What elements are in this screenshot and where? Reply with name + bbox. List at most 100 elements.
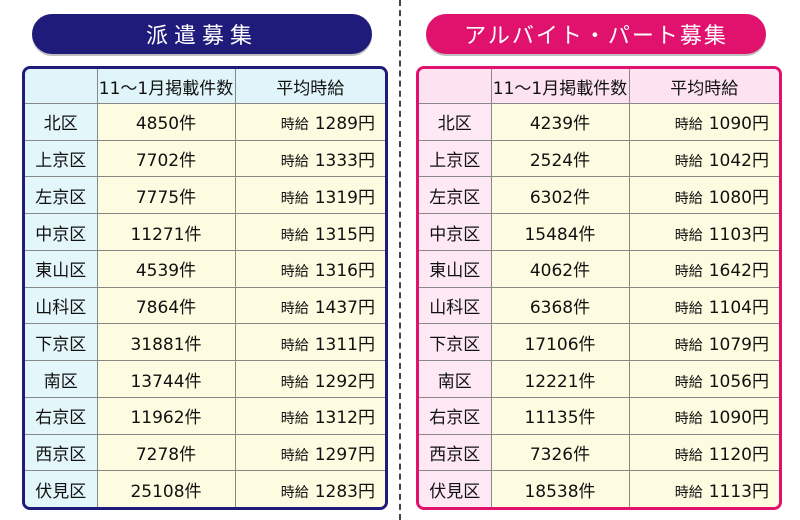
ward-name: 右京区 bbox=[419, 396, 492, 435]
table-row: 北区 4850件 時給 1289円 bbox=[25, 103, 385, 141]
average-wage: 1090円 bbox=[708, 408, 769, 429]
average-wage: 1056円 bbox=[708, 371, 769, 392]
listing-count: 7775件 bbox=[96, 176, 236, 215]
average-wage-cell: 時給 1080円 bbox=[628, 176, 779, 215]
listing-count: 25108件 bbox=[96, 470, 236, 507]
average-wage: 1090円 bbox=[708, 114, 769, 135]
listing-count: 4850件 bbox=[96, 103, 236, 141]
listing-count: 11135件 bbox=[490, 396, 630, 435]
average-wage: 1113円 bbox=[708, 481, 769, 502]
average-wage-cell: 時給 1042円 bbox=[628, 139, 779, 178]
average-wage-cell: 時給 1315円 bbox=[234, 213, 385, 251]
ward-name: 東山区 bbox=[25, 249, 98, 288]
part-title: アルバイト・パート募集 bbox=[426, 14, 766, 54]
average-wage: 1311円 bbox=[314, 334, 375, 355]
average-wage: 1315円 bbox=[314, 224, 375, 245]
wage-prefix: 時給 bbox=[674, 264, 703, 281]
table-row: 伏見区 18538件 時給 1113円 bbox=[419, 470, 779, 507]
listing-count: 6368件 bbox=[490, 286, 630, 325]
average-wage-cell: 時給 1056円 bbox=[628, 360, 779, 398]
wage-prefix: 時給 bbox=[280, 337, 309, 354]
table-row: 左京区 7775件 時給 1319円 bbox=[25, 176, 385, 215]
ward-name: 下京区 bbox=[25, 323, 98, 362]
average-wage: 1319円 bbox=[314, 187, 375, 208]
average-wage-cell: 時給 1079円 bbox=[628, 323, 779, 362]
average-wage-cell: 時給 1297円 bbox=[234, 433, 385, 472]
table-row: 東山区 4062件 時給 1642円 bbox=[419, 249, 779, 288]
listing-count: 12221件 bbox=[490, 360, 630, 398]
table-row: 下京区 31881件 時給 1311円 bbox=[25, 323, 385, 362]
wage-prefix: 時給 bbox=[280, 484, 309, 501]
table-row: 西京区 7278件 時給 1297円 bbox=[25, 433, 385, 472]
listing-count: 15484件 bbox=[490, 213, 630, 251]
average-wage-cell: 時給 1120円 bbox=[628, 433, 779, 472]
table-row: 上京区 2524件 時給 1042円 bbox=[419, 139, 779, 178]
table-row: 山科区 7864件 時給 1437円 bbox=[25, 286, 385, 325]
listing-count: 7326件 bbox=[490, 433, 630, 472]
listing-count: 18538件 bbox=[490, 470, 630, 507]
average-wage: 1080円 bbox=[708, 187, 769, 208]
header-blank bbox=[25, 69, 98, 104]
average-wage-cell: 時給 1292円 bbox=[234, 360, 385, 398]
listing-count: 31881件 bbox=[96, 323, 236, 362]
listing-count: 17106件 bbox=[490, 323, 630, 362]
ward-name: 左京区 bbox=[419, 176, 492, 215]
ward-name: 上京区 bbox=[25, 139, 98, 178]
table-row: 右京区 11962件 時給 1312円 bbox=[25, 396, 385, 435]
table-row: 南区 13744件 時給 1292円 bbox=[25, 360, 385, 398]
table-row: 中京区 15484件 時給 1103円 bbox=[419, 213, 779, 251]
average-wage: 1289円 bbox=[314, 114, 375, 135]
ward-name: 中京区 bbox=[419, 213, 492, 251]
wage-prefix: 時給 bbox=[280, 447, 309, 464]
average-wage-cell: 時給 1319円 bbox=[234, 176, 385, 215]
ward-name: 伏見区 bbox=[419, 470, 492, 507]
average-wage: 1283円 bbox=[314, 481, 375, 502]
average-wage: 1292円 bbox=[314, 371, 375, 392]
listing-count: 2524件 bbox=[490, 139, 630, 178]
average-wage: 1312円 bbox=[314, 408, 375, 429]
wage-prefix: 時給 bbox=[674, 227, 703, 244]
average-wage: 1103円 bbox=[708, 224, 769, 245]
average-wage-cell: 時給 1642円 bbox=[628, 249, 779, 288]
listing-count: 4539件 bbox=[96, 249, 236, 288]
average-wage-cell: 時給 1283円 bbox=[234, 470, 385, 507]
table-row: 南区 12221件 時給 1056円 bbox=[419, 360, 779, 398]
wage-prefix: 時給 bbox=[280, 154, 309, 171]
table-row: 山科区 6368件 時給 1104円 bbox=[419, 286, 779, 325]
table-row: 北区 4239件 時給 1090円 bbox=[419, 103, 779, 141]
ward-name: 伏見区 bbox=[25, 470, 98, 507]
table-row: 中京区 11271件 時給 1315円 bbox=[25, 213, 385, 251]
listing-count: 7702件 bbox=[96, 139, 236, 178]
listing-count: 4062件 bbox=[490, 249, 630, 288]
average-wage-cell: 時給 1437円 bbox=[234, 286, 385, 325]
wage-prefix: 時給 bbox=[280, 264, 309, 281]
listing-count: 11271件 bbox=[96, 213, 236, 251]
average-wage-cell: 時給 1090円 bbox=[628, 396, 779, 435]
listing-count: 7278件 bbox=[96, 433, 236, 472]
listing-count: 13744件 bbox=[96, 360, 236, 398]
table-row: 下京区 17106件 時給 1079円 bbox=[419, 323, 779, 362]
wage-prefix: 時給 bbox=[674, 484, 703, 501]
ward-name: 南区 bbox=[419, 360, 492, 398]
wage-prefix: 時給 bbox=[674, 117, 703, 134]
header-wage: 平均時給 bbox=[234, 69, 385, 104]
wage-prefix: 時給 bbox=[674, 411, 703, 428]
wage-prefix: 時給 bbox=[674, 374, 703, 391]
table-row: 右京区 11135件 時給 1090円 bbox=[419, 396, 779, 435]
average-wage-cell: 時給 1113円 bbox=[628, 470, 779, 507]
wage-prefix: 時給 bbox=[674, 337, 703, 354]
average-wage-cell: 時給 1312円 bbox=[234, 396, 385, 435]
average-wage: 1079円 bbox=[708, 334, 769, 355]
wage-prefix: 時給 bbox=[674, 154, 703, 171]
wage-prefix: 時給 bbox=[280, 374, 309, 391]
average-wage: 1642円 bbox=[708, 261, 769, 282]
average-wage: 1437円 bbox=[314, 298, 375, 319]
wage-prefix: 時給 bbox=[280, 227, 309, 244]
average-wage-cell: 時給 1311円 bbox=[234, 323, 385, 362]
average-wage-cell: 時給 1103円 bbox=[628, 213, 779, 251]
average-wage-cell: 時給 1316円 bbox=[234, 249, 385, 288]
ward-name: 左京区 bbox=[25, 176, 98, 215]
table-row: 上京区 7702件 時給 1333円 bbox=[25, 139, 385, 178]
ward-name: 北区 bbox=[419, 103, 492, 141]
table-row: 東山区 4539件 時給 1316円 bbox=[25, 249, 385, 288]
